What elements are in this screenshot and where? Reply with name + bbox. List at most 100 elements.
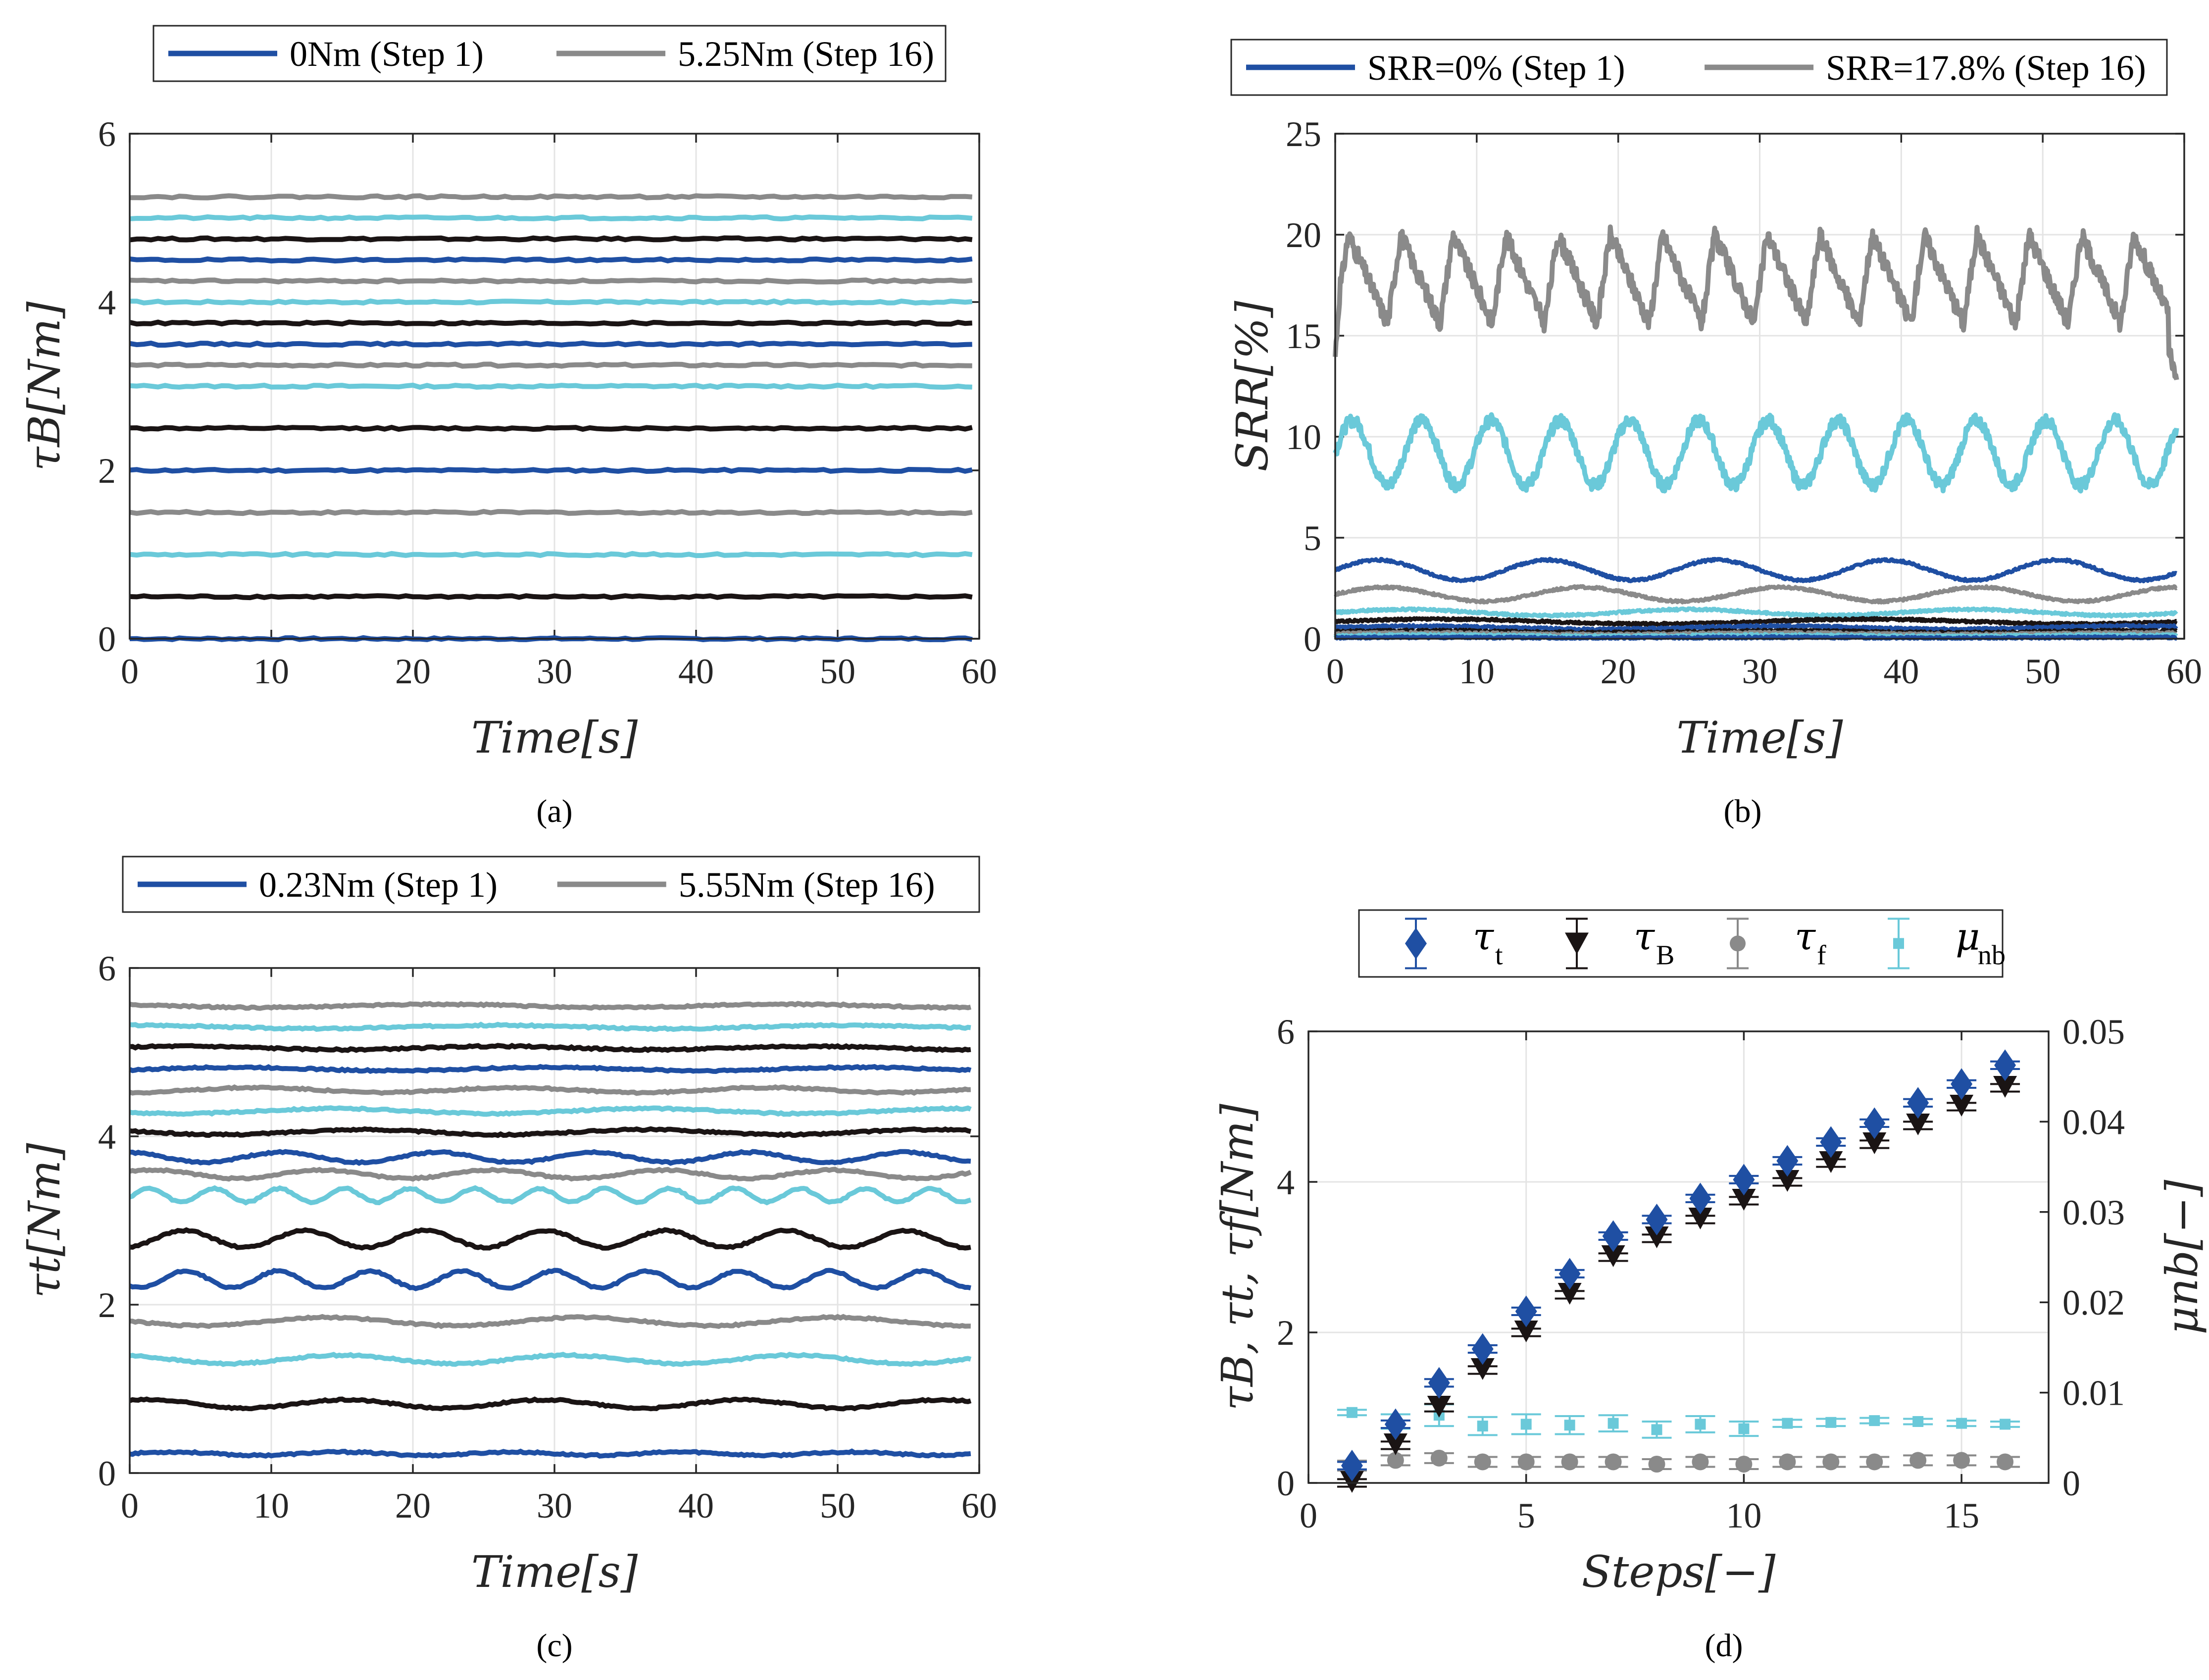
legend-label: 0Nm (Step 1) bbox=[290, 34, 484, 74]
x-tick-label: 0 bbox=[121, 652, 139, 691]
legend-symbol: τ bbox=[1795, 915, 1816, 959]
legend-marker bbox=[1405, 927, 1427, 960]
tau-f-point bbox=[1387, 1452, 1404, 1469]
series-line bbox=[129, 214, 973, 222]
tau-f-point bbox=[1517, 1453, 1535, 1471]
tau-t-point bbox=[1820, 1126, 1842, 1158]
x-tick-label: 5 bbox=[1517, 1496, 1535, 1535]
tau-b-point bbox=[1993, 1076, 2017, 1098]
series-line bbox=[1334, 584, 2178, 605]
legend-box bbox=[122, 856, 980, 913]
legend-subscript: t bbox=[1495, 940, 1503, 971]
y-tick-label: 4 bbox=[98, 283, 116, 322]
y-tick-label: 4 bbox=[1277, 1163, 1295, 1202]
x-tick-label: 0 bbox=[121, 1486, 139, 1526]
tau-f-point bbox=[1997, 1453, 2014, 1471]
series-line bbox=[129, 466, 973, 474]
tau-b-point bbox=[1819, 1151, 1843, 1173]
tau-b-point bbox=[1557, 1283, 1582, 1305]
x-tick-label: 30 bbox=[1742, 652, 1778, 691]
legend-marker bbox=[1730, 935, 1746, 952]
mu-nb-point bbox=[1651, 1424, 1662, 1435]
series-line bbox=[1334, 557, 2178, 584]
tau-f-point bbox=[1561, 1453, 1578, 1471]
tau-t-point bbox=[1384, 1408, 1406, 1440]
tau-f-point bbox=[1692, 1453, 1709, 1471]
series-line bbox=[129, 1001, 971, 1011]
mu-nb-point bbox=[1607, 1418, 1619, 1429]
mu-nb-point bbox=[2000, 1419, 2011, 1430]
series-line bbox=[129, 424, 973, 432]
x-tick-label: 10 bbox=[1459, 652, 1495, 691]
series-line bbox=[1333, 412, 2179, 494]
legend-label: SRR=17.8% (Step 16) bbox=[1826, 48, 2146, 88]
tau-t-point bbox=[1907, 1087, 1929, 1119]
legend-label: 5.25Nm (Step 16) bbox=[678, 34, 934, 74]
x-tick-label: 20 bbox=[395, 1486, 431, 1526]
tau-f-point bbox=[1430, 1449, 1448, 1467]
legend-label: SRR=0% (Step 1) bbox=[1367, 48, 1625, 88]
series-line bbox=[130, 193, 973, 201]
x-axis-label: Time[s] bbox=[471, 712, 638, 763]
x-tick-label: 30 bbox=[537, 1486, 572, 1526]
legend-subscript: nb bbox=[1978, 940, 2006, 971]
series-line bbox=[129, 551, 973, 559]
mu-nb-point bbox=[1738, 1423, 1750, 1434]
mu-nb-point bbox=[1869, 1415, 1880, 1426]
x-tick-label: 40 bbox=[678, 652, 714, 691]
x-tick-label: 60 bbox=[961, 652, 997, 691]
series-line bbox=[129, 1064, 972, 1074]
tau-b-point bbox=[1601, 1245, 1625, 1267]
tau-t-point bbox=[1689, 1182, 1711, 1215]
x-tick-label: 50 bbox=[2025, 652, 2060, 691]
tau-b-point bbox=[1906, 1114, 1930, 1135]
legend-box bbox=[1358, 909, 2004, 978]
legend-marker bbox=[1565, 932, 1589, 955]
x-tick-label: 20 bbox=[1601, 652, 1636, 691]
series-line bbox=[129, 298, 973, 306]
legend-box bbox=[152, 25, 947, 82]
tau-t-point bbox=[1646, 1204, 1668, 1235]
legend-symbol: τ bbox=[1473, 915, 1495, 959]
tau-b-point bbox=[1950, 1095, 1974, 1117]
tau-f-point bbox=[1866, 1453, 1883, 1471]
y-tick-label: 6 bbox=[98, 114, 116, 154]
panel-label: (d) bbox=[1705, 1628, 1743, 1664]
axes-frame-d bbox=[1307, 1030, 2050, 1484]
axes-frame-b bbox=[1334, 133, 2185, 640]
panel-c: 0 10 20 30 40 50 60 0 2 4 6 0.23Nm (Step 1) 5.55Nm (… bbox=[19, 856, 997, 1664]
mu-nb-point bbox=[1825, 1417, 1837, 1428]
y-tick-label: 0 bbox=[98, 619, 116, 659]
tau-b-point bbox=[1862, 1132, 1887, 1154]
y-tick-label: 15 bbox=[1286, 316, 1321, 356]
tau-f-point bbox=[1953, 1452, 1970, 1469]
y-tick-label: 4 bbox=[98, 1117, 116, 1157]
series-line bbox=[129, 1105, 972, 1117]
y-axis-label: τt[Nm] bbox=[19, 1143, 70, 1298]
legend-marker bbox=[1893, 938, 1904, 949]
mu-nb-point bbox=[1695, 1419, 1706, 1430]
y-tick-label: 2 bbox=[98, 1285, 116, 1325]
y-tick-label: 0 bbox=[1304, 619, 1321, 659]
y-tick-label: 5 bbox=[1304, 518, 1321, 558]
tau-f-point bbox=[1605, 1453, 1622, 1471]
series-line bbox=[129, 256, 973, 264]
y2-tick-label: 0.03 bbox=[2062, 1193, 2125, 1232]
y-tick-label: 0 bbox=[98, 1454, 116, 1493]
y-tick-label: 6 bbox=[98, 949, 116, 988]
tau-t-point bbox=[1994, 1049, 2016, 1081]
panel-a: 0 10 20 30 40 50 60 0 2 4 6 0Nm (Step 1) 5.25Nm (Ste… bbox=[19, 25, 997, 829]
series-line bbox=[129, 509, 973, 516]
y-axis-label: τB, τt, τf[Nm] bbox=[1212, 1104, 1263, 1411]
x-tick-label: 40 bbox=[1883, 652, 1919, 691]
mu-nb-point bbox=[1782, 1418, 1793, 1429]
series-line bbox=[129, 382, 972, 390]
series-line bbox=[129, 1021, 971, 1032]
tau-f-point bbox=[1648, 1456, 1665, 1473]
x-tick-label: 20 bbox=[395, 652, 431, 691]
x-tick-label: 30 bbox=[537, 652, 572, 691]
